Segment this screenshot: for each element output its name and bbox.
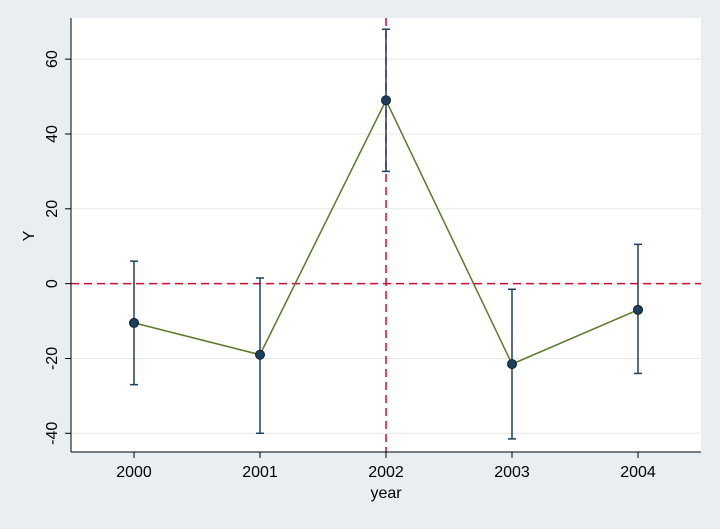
x-tick-label: 2004 [620, 464, 656, 481]
series-layer [129, 28, 643, 440]
x-axis-title: year [370, 485, 402, 502]
data-point [507, 359, 517, 370]
data-point [381, 95, 391, 106]
y-tick-label: -40 [44, 422, 61, 445]
x-tick-label: 2002 [368, 464, 404, 481]
data-point [255, 349, 265, 360]
y-tick-label: 0 [44, 279, 61, 288]
y-axis-title: Y [21, 230, 38, 241]
y-tick-label: 20 [44, 200, 61, 218]
x-tick-label: 2003 [494, 464, 530, 481]
data-point [129, 317, 139, 328]
y-tick-label: -20 [44, 347, 61, 370]
x-tick-label: 2001 [242, 464, 278, 481]
data-point [633, 304, 643, 315]
axes: -40 -20 0 20 40 60 2000 2001 2002 2003 2004 [44, 18, 701, 481]
y-tick-label: 40 [44, 125, 61, 143]
x-tick-label: 2000 [116, 464, 152, 481]
y-tick-label: 60 [44, 50, 61, 68]
